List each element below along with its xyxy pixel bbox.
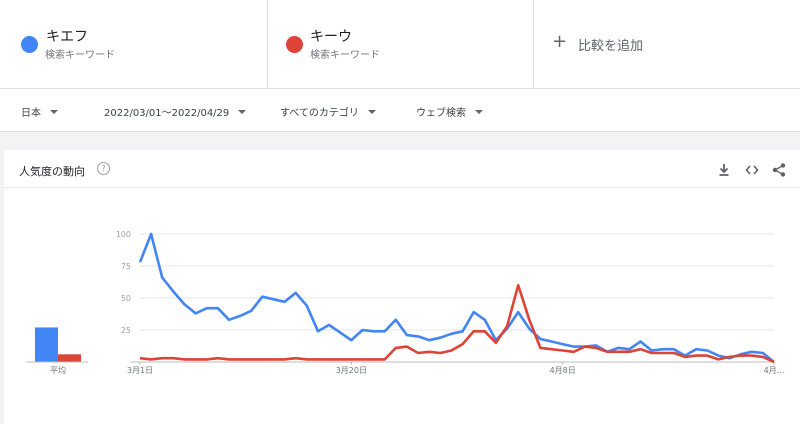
- chevron-down-icon: [238, 110, 247, 114]
- series-line-1: [138, 232, 775, 364]
- chevron-down-icon: [50, 110, 58, 114]
- share-icon[interactable]: [771, 162, 787, 178]
- card-header: 人気度の動向 ?: [4, 150, 800, 188]
- series-line-2: [139, 283, 775, 364]
- filter-bar: 日本 2022/03/01～2022/04/29 すべてのカテゴリ ウェブ検索: [0, 89, 800, 132]
- interest-chart: 100 75 50 25 3月1日 3月20日 4月8日 4月... 平均: [26, 230, 785, 375]
- search-term-name[interactable]: キーウ: [310, 29, 352, 45]
- x-tick-label: 4月...: [764, 366, 785, 375]
- date-range-dropdown[interactable]: 2022/03/01～2022/04/29: [104, 104, 247, 119]
- y-tick-label: 100: [116, 230, 131, 239]
- x-tick-label: 3月20日: [336, 366, 367, 375]
- search-term-card[interactable]: キエフ 検索キーワード: [0, 0, 268, 89]
- y-tick-label: 25: [121, 326, 131, 335]
- search-type-value: ウェブ検索: [416, 108, 466, 119]
- region-dropdown[interactable]: 日本: [21, 104, 58, 119]
- card-title: 人気度の動向: [19, 165, 85, 178]
- date-range-value: 2022/03/01～2022/04/29: [104, 108, 230, 119]
- x-tick-label: 4月8日: [550, 366, 576, 375]
- chevron-down-icon: [475, 110, 483, 114]
- search-term-subtitle: 検索キーワード: [310, 50, 380, 61]
- category-dropdown[interactable]: すべてのカテゴリ: [280, 104, 376, 119]
- search-term-subtitle: 検索キーワード: [45, 50, 115, 61]
- embed-icon[interactable]: [744, 162, 760, 178]
- search-terms-bar: キエフ 検索キーワード キーウ 検索キーワード + 比較を追加: [0, 0, 800, 89]
- chevron-down-icon: [367, 110, 376, 114]
- y-tick-label: 75: [121, 262, 131, 271]
- help-icon[interactable]: ?: [97, 162, 110, 175]
- add-comparison-label: 比較を追加: [578, 39, 644, 54]
- search-term-name[interactable]: キエフ: [46, 29, 88, 45]
- search-term-card[interactable]: キーウ 検索キーワード: [268, 0, 534, 89]
- average-bar-2: [58, 354, 81, 362]
- average-label: 平均: [50, 365, 66, 375]
- average-bar-1: [35, 327, 58, 362]
- y-tick-label: 50: [121, 294, 131, 303]
- search-type-dropdown[interactable]: ウェブ検索: [416, 104, 483, 119]
- series-color-dot: [21, 36, 38, 53]
- x-tick-label: 3月1日: [127, 366, 153, 375]
- series-color-dot: [286, 36, 303, 53]
- region-value: 日本: [21, 108, 41, 119]
- download-icon[interactable]: [716, 162, 732, 178]
- add-comparison-button[interactable]: + 比較を追加: [534, 0, 800, 89]
- category-value: すべてのカテゴリ: [280, 108, 359, 119]
- interest-over-time-card: 人気度の動向 ? 100 75 50 25 3月1日 3月20日 4月8日 4月... 平均: [4, 150, 800, 424]
- plus-icon: +: [552, 31, 568, 52]
